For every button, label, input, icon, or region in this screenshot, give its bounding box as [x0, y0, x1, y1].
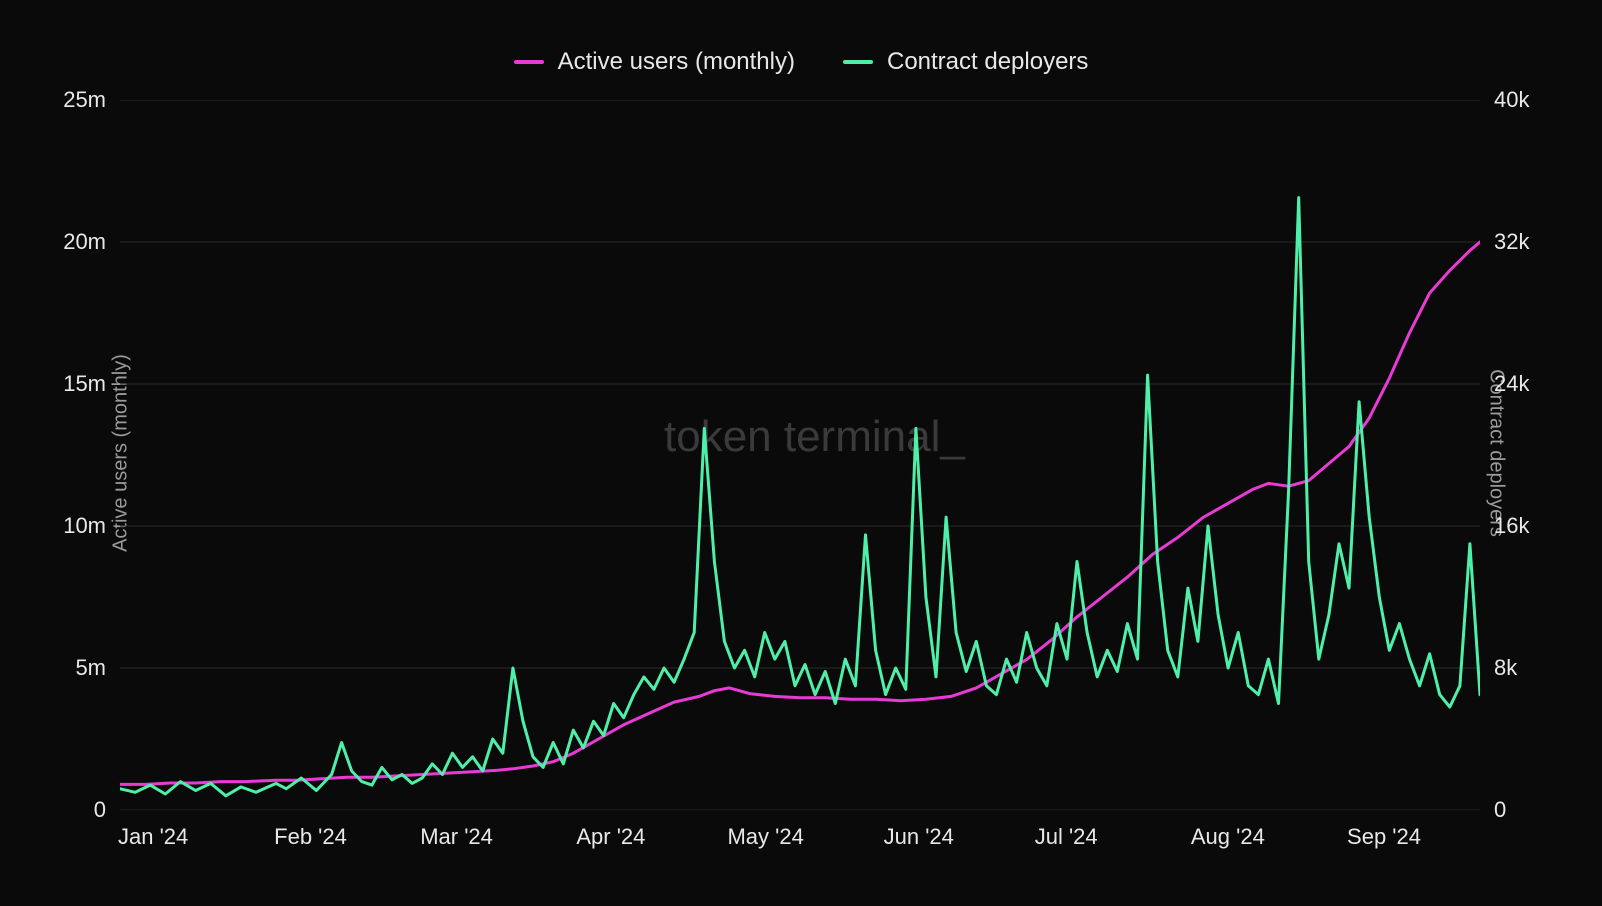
y-left-tick: 15m	[26, 371, 106, 397]
x-axis-tick: May '24	[727, 824, 803, 850]
legend-swatch	[843, 60, 873, 64]
y-left-tick: 10m	[26, 513, 106, 539]
y-left-tick: 20m	[26, 229, 106, 255]
y-left-tick: 25m	[26, 87, 106, 113]
legend-swatch	[514, 60, 544, 64]
legend-item-active-users: Active users (monthly)	[514, 48, 795, 76]
y-right-tick: 32k	[1494, 229, 1574, 255]
x-axis-tick: Feb '24	[274, 824, 347, 850]
y-left-tick: 5m	[26, 655, 106, 681]
series-group	[120, 198, 1480, 796]
x-axis-tick: Jul '24	[1035, 824, 1098, 850]
chart-root: Active users (monthly) Contract deployer…	[0, 0, 1602, 906]
legend-label: Contract deployers	[887, 48, 1088, 76]
legend-label: Active users (monthly)	[558, 48, 795, 76]
y-left-tick: 0	[26, 797, 106, 823]
x-axis-tick: Sep '24	[1347, 824, 1421, 850]
gridlines	[120, 100, 1480, 810]
x-axis-tick: Mar '24	[420, 824, 493, 850]
x-axis-tick: Jan '24	[118, 824, 188, 850]
x-axis-tick: Jun '24	[884, 824, 954, 850]
x-axis-tick: Apr '24	[576, 824, 645, 850]
legend: Active users (monthly) Contract deployer…	[0, 48, 1602, 76]
plot-area	[120, 100, 1480, 810]
y-right-tick: 24k	[1494, 371, 1574, 397]
x-axis-tick: Aug '24	[1191, 824, 1265, 850]
legend-item-contract-deployers: Contract deployers	[843, 48, 1088, 76]
y-right-tick: 0	[1494, 797, 1574, 823]
y-right-tick: 16k	[1494, 513, 1574, 539]
y-right-tick: 8k	[1494, 655, 1574, 681]
series-contract-deployers	[120, 198, 1480, 796]
series-active-users-monthly-	[120, 242, 1480, 784]
y-right-tick: 40k	[1494, 87, 1574, 113]
